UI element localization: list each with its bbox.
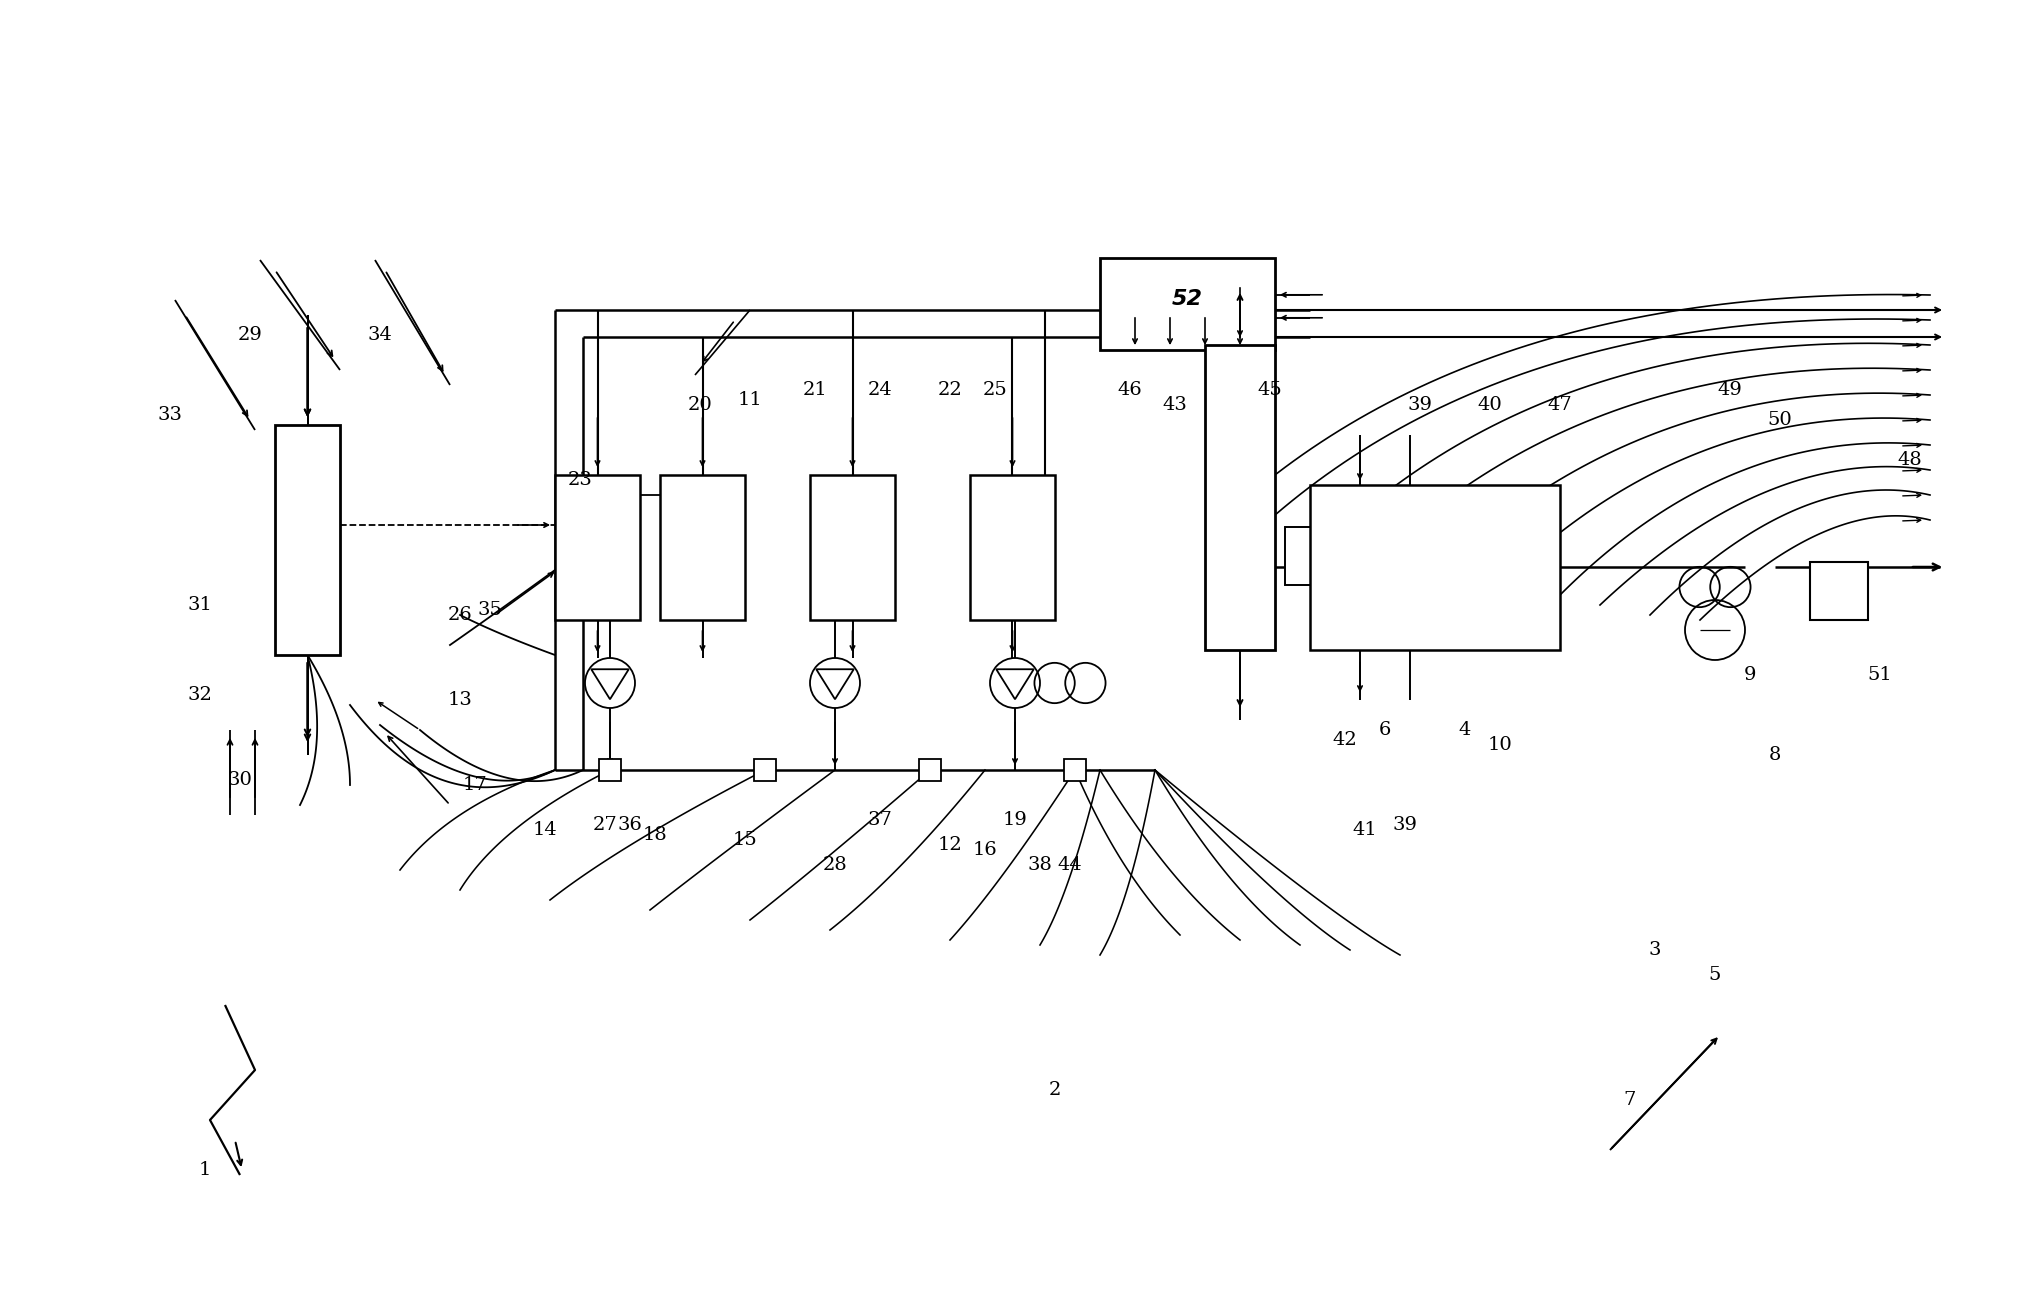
- Text: 5: 5: [1709, 966, 1721, 984]
- Bar: [970, 475, 1055, 620]
- Bar: [275, 425, 340, 655]
- Text: 6: 6: [1379, 720, 1391, 739]
- Text: 40: 40: [1478, 395, 1503, 414]
- Text: 25: 25: [982, 381, 1006, 399]
- Text: 46: 46: [1118, 381, 1142, 399]
- Text: 52: 52: [1172, 288, 1203, 309]
- Text: 44: 44: [1057, 856, 1083, 874]
- Text: 19: 19: [1002, 810, 1027, 829]
- Bar: [1810, 562, 1867, 620]
- Bar: [919, 760, 942, 780]
- Text: 8: 8: [1768, 746, 1782, 763]
- Bar: [1205, 345, 1276, 650]
- Bar: [660, 475, 745, 620]
- Text: 9: 9: [1744, 666, 1756, 684]
- Text: 34: 34: [369, 326, 393, 345]
- Text: 35: 35: [478, 602, 502, 619]
- Text: 16: 16: [972, 840, 998, 859]
- Text: 39: 39: [1393, 816, 1417, 834]
- Text: 26: 26: [448, 606, 472, 624]
- Text: 15: 15: [733, 831, 757, 850]
- Text: 37: 37: [867, 810, 893, 829]
- Bar: [1310, 485, 1559, 650]
- Text: 1: 1: [198, 1161, 211, 1178]
- Text: 41: 41: [1353, 821, 1377, 839]
- Text: 14: 14: [533, 821, 557, 839]
- Text: 38: 38: [1027, 856, 1053, 874]
- Text: 31: 31: [188, 596, 213, 613]
- Text: 12: 12: [938, 837, 962, 853]
- Bar: [599, 760, 622, 780]
- Text: 48: 48: [1897, 452, 1922, 468]
- Text: 32: 32: [188, 686, 213, 703]
- Bar: [753, 760, 776, 780]
- Text: 2: 2: [1049, 1081, 1061, 1099]
- Text: 51: 51: [1867, 666, 1893, 684]
- Bar: [555, 475, 640, 620]
- Text: 22: 22: [938, 381, 962, 399]
- Text: 3: 3: [1648, 941, 1660, 959]
- Text: 23: 23: [567, 471, 593, 489]
- Text: 43: 43: [1162, 395, 1187, 414]
- Text: 11: 11: [737, 392, 761, 408]
- Text: 50: 50: [1768, 411, 1792, 429]
- Text: 28: 28: [822, 856, 846, 874]
- Bar: [810, 475, 895, 620]
- Text: 29: 29: [237, 326, 263, 345]
- Bar: [1063, 760, 1085, 780]
- Text: 7: 7: [1624, 1091, 1636, 1109]
- Text: 49: 49: [1717, 381, 1742, 399]
- Text: 27: 27: [593, 816, 618, 834]
- Text: 36: 36: [618, 816, 642, 834]
- Text: 47: 47: [1547, 395, 1571, 414]
- Bar: [1100, 258, 1276, 350]
- Text: 17: 17: [462, 776, 488, 793]
- Text: 21: 21: [802, 381, 828, 399]
- Bar: [1286, 527, 1332, 585]
- Text: 20: 20: [688, 395, 713, 414]
- Text: 30: 30: [227, 771, 253, 790]
- Text: 45: 45: [1258, 381, 1282, 399]
- Text: 18: 18: [642, 826, 668, 844]
- Text: 39: 39: [1407, 395, 1432, 414]
- Text: 10: 10: [1488, 736, 1513, 754]
- Text: 24: 24: [867, 381, 893, 399]
- Text: 33: 33: [158, 406, 182, 424]
- Text: 13: 13: [448, 692, 472, 709]
- Text: 4: 4: [1458, 720, 1472, 739]
- Text: 42: 42: [1332, 731, 1357, 749]
